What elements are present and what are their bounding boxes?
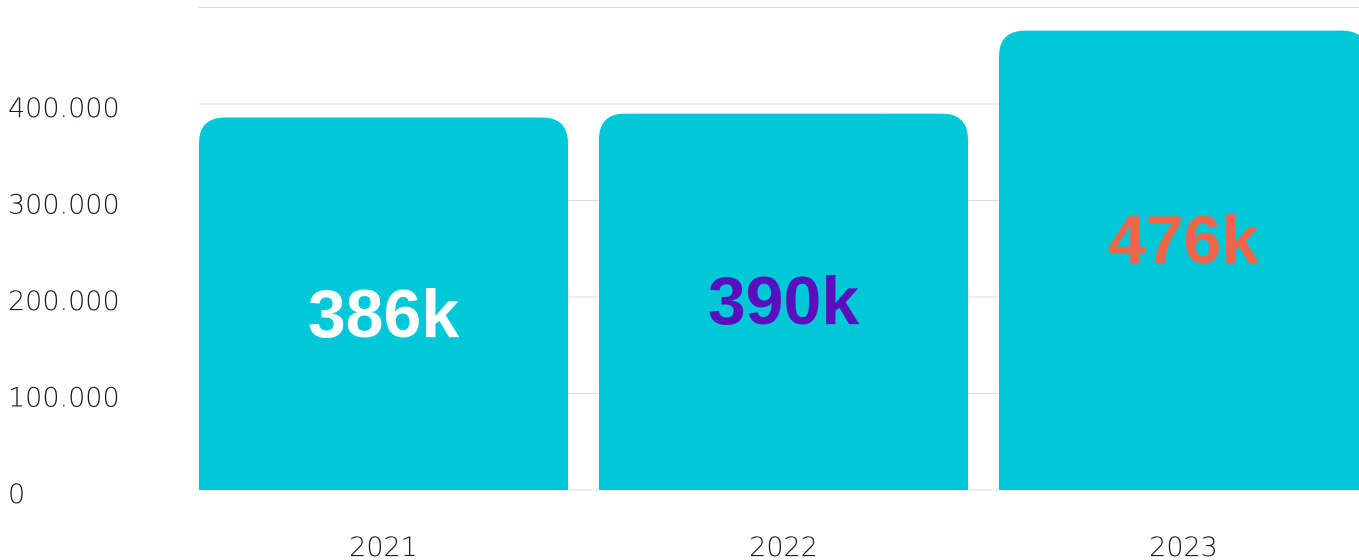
bar-2021 (199, 117, 568, 490)
bar-2023 (999, 30, 1359, 490)
x-tick-label: 2023 (1149, 532, 1218, 560)
y-tick-label: 100.000 (8, 383, 120, 414)
data-label-2023: 476k (1108, 202, 1259, 278)
bars: 386k 390k 476k (199, 30, 1359, 491)
y-tick-label: 0 (8, 479, 25, 510)
y-tick-label: 400.000 (8, 93, 120, 124)
x-axis-ticks: 2021 2022 2023 (349, 532, 1218, 560)
data-label-2021: 386k (308, 276, 459, 352)
x-tick-label: 2022 (749, 532, 818, 560)
y-tick-label: 300.000 (8, 190, 120, 221)
y-axis-ticks: 0 100.000 200.000 300.000 400.000 (8, 93, 120, 510)
y-tick-label: 200.000 (8, 286, 120, 317)
bar-2022 (599, 113, 968, 491)
x-tick-label: 2021 (349, 532, 418, 560)
data-label-2022: 390k (708, 263, 859, 339)
